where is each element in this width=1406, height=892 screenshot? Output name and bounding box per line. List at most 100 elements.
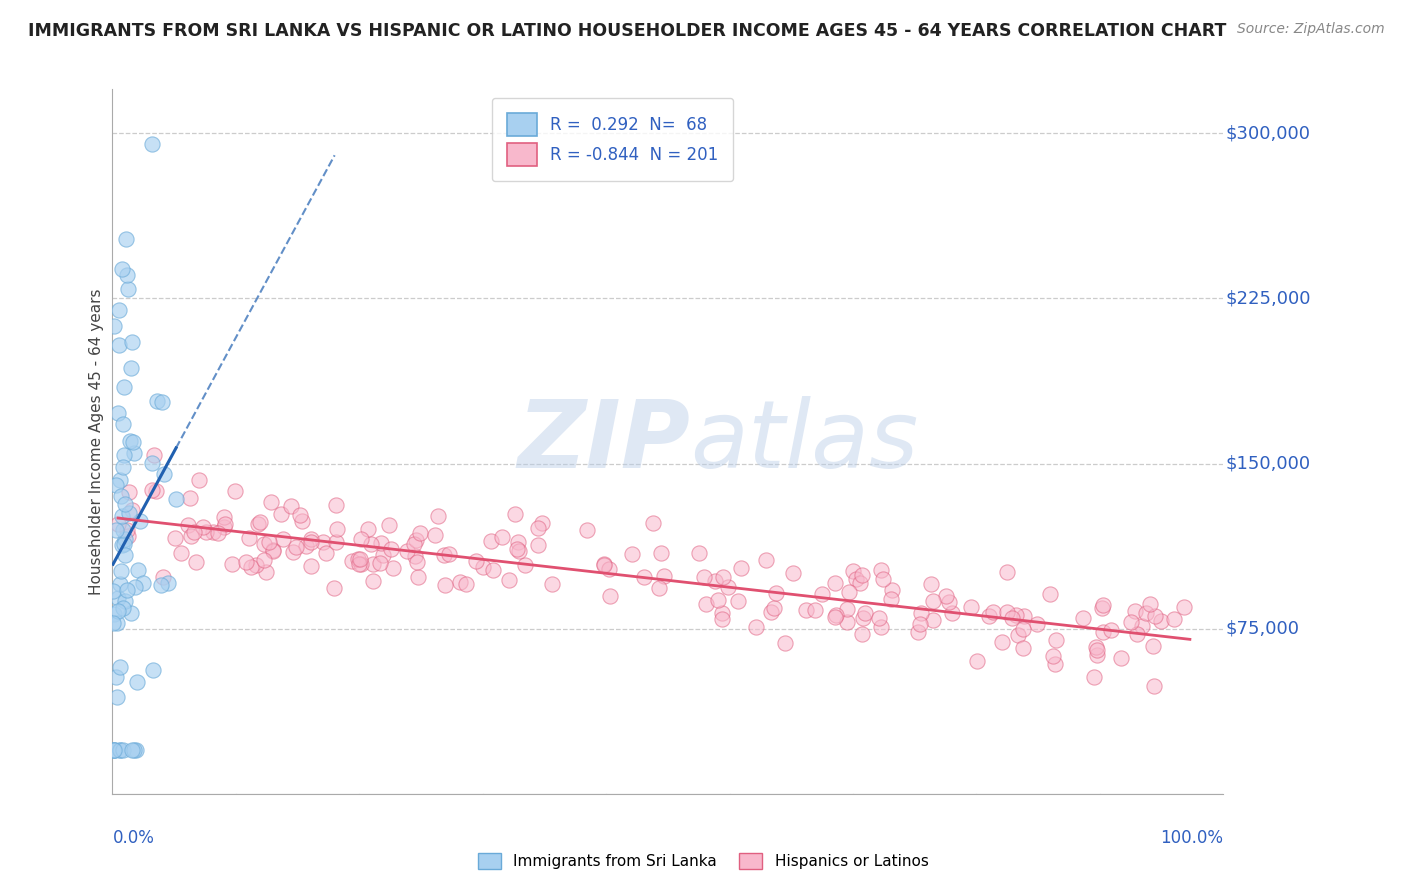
Point — [311, 535, 333, 549]
Point — [762, 601, 785, 615]
Point — [648, 581, 671, 595]
Point — [107, 337, 129, 351]
Point — [117, 529, 139, 543]
Point — [851, 627, 873, 641]
Point — [598, 562, 620, 576]
Point — [103, 319, 125, 334]
Point — [253, 537, 276, 551]
Point — [879, 592, 901, 607]
Point — [121, 335, 143, 350]
Point — [280, 499, 302, 513]
Point — [717, 580, 740, 594]
Point — [491, 530, 513, 544]
Point — [368, 556, 391, 570]
Point — [122, 743, 145, 757]
Point — [995, 566, 1018, 580]
Point — [995, 605, 1018, 619]
Point — [503, 508, 526, 522]
Point — [908, 616, 931, 631]
Point — [145, 483, 167, 498]
Point — [112, 448, 135, 462]
Point — [765, 586, 787, 600]
Point — [506, 541, 529, 556]
Point — [1005, 607, 1028, 622]
Point — [121, 503, 143, 517]
Point — [350, 532, 373, 546]
Point — [1085, 642, 1108, 657]
Point — [114, 497, 136, 511]
Point — [1123, 604, 1146, 618]
Point — [759, 605, 782, 619]
Point — [541, 577, 564, 591]
Point — [527, 538, 550, 552]
Point — [245, 558, 267, 572]
Point — [838, 585, 860, 599]
Point — [378, 517, 401, 532]
Point — [340, 554, 363, 568]
Point — [108, 743, 131, 757]
Point — [325, 498, 347, 512]
Point — [120, 360, 142, 375]
Point — [247, 517, 270, 532]
Point — [479, 533, 502, 548]
Point — [110, 565, 132, 579]
Point — [381, 561, 404, 575]
Point — [288, 508, 311, 523]
Point — [117, 282, 139, 296]
Point — [465, 553, 488, 567]
Point — [299, 532, 322, 546]
Point — [959, 599, 981, 614]
Point — [1139, 598, 1161, 612]
Point — [849, 576, 872, 591]
Point — [112, 379, 135, 393]
Point — [824, 610, 846, 624]
Point — [711, 606, 734, 620]
Point — [966, 654, 988, 668]
Point — [146, 394, 169, 409]
Point — [361, 557, 384, 571]
Point — [641, 516, 664, 530]
Point — [938, 595, 960, 609]
Point — [193, 520, 215, 534]
Point — [530, 516, 553, 531]
Point — [111, 601, 134, 615]
Point — [141, 456, 163, 470]
Point — [1126, 627, 1149, 641]
Point — [105, 690, 128, 704]
Point — [1130, 619, 1153, 633]
Point — [1142, 639, 1164, 653]
Point — [423, 528, 446, 542]
Point — [104, 523, 127, 537]
Point — [621, 547, 644, 561]
Point — [1163, 612, 1185, 626]
Point — [454, 576, 477, 591]
Point — [105, 478, 128, 492]
Point — [835, 615, 858, 629]
Point — [141, 663, 163, 677]
Y-axis label: Householder Income Ages 45 - 64 years: Householder Income Ages 45 - 64 years — [89, 288, 104, 595]
Point — [118, 506, 141, 520]
Point — [880, 583, 903, 598]
Point — [1025, 616, 1047, 631]
Point — [498, 573, 520, 587]
Point — [824, 576, 846, 591]
Point — [104, 743, 127, 757]
Point — [117, 582, 139, 597]
Text: 0.0%: 0.0% — [112, 830, 155, 847]
Text: $225,000: $225,000 — [1226, 289, 1310, 308]
Point — [406, 570, 429, 584]
Point — [170, 546, 193, 560]
Point — [1109, 650, 1132, 665]
Point — [291, 514, 314, 528]
Point — [299, 535, 322, 549]
Point — [711, 612, 734, 626]
Point — [1091, 625, 1114, 640]
Point — [124, 580, 146, 594]
Point — [295, 539, 318, 553]
Point — [315, 546, 337, 560]
Point — [437, 547, 460, 561]
Text: Source: ZipAtlas.com: Source: ZipAtlas.com — [1237, 22, 1385, 37]
Point — [633, 569, 655, 583]
Point — [745, 620, 768, 634]
Point — [755, 553, 778, 567]
